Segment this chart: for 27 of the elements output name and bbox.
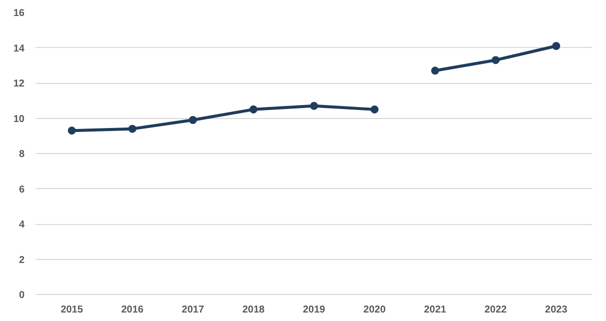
point [310, 102, 318, 110]
y-tick-label: 10 [13, 114, 25, 125]
x-tick-label: 2019 [302, 304, 326, 316]
point [188, 116, 197, 124]
point [370, 105, 379, 114]
y-tick-label: 8 [18, 149, 25, 160]
y-tick-label: 6 [18, 184, 25, 196]
x-tick-label: 2018 [242, 304, 266, 316]
y-tick-label: 4 [18, 220, 25, 230]
point [492, 56, 500, 64]
x-tick-label: 2021 [424, 304, 447, 316]
y-tick-label: 2 [18, 254, 25, 266]
y-tick-label: 16 [13, 8, 25, 19]
point [552, 42, 560, 50]
point [128, 124, 136, 133]
y-tick-label: 12 [13, 78, 25, 90]
point [249, 105, 258, 114]
x-tick-label: 2015 [60, 304, 84, 316]
y-tick-label: 14 [13, 43, 25, 54]
point [431, 66, 440, 75]
x-tick-label: 2020 [363, 304, 386, 316]
x-tick-label: 2016 [121, 304, 144, 316]
y-tick-label: 0 [18, 290, 25, 301]
x-tick-label: 2022 [484, 304, 508, 316]
x-tick-label: 2023 [545, 304, 568, 316]
x-tick-label: 2017 [182, 304, 204, 316]
point [68, 126, 76, 135]
